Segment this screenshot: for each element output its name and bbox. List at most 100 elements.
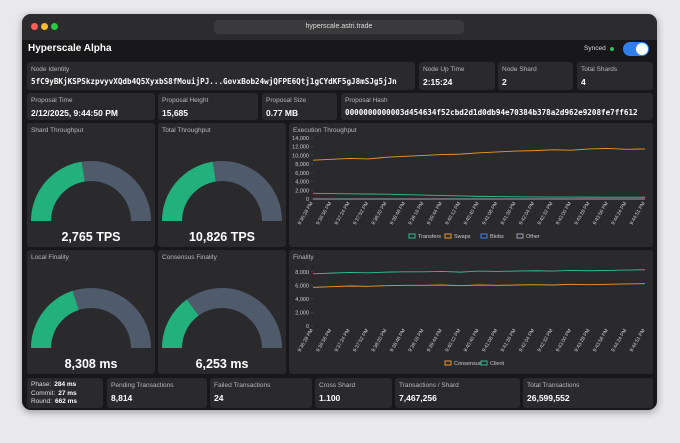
address-bar[interactable]: hyperscale.astri.trade: [214, 20, 464, 34]
info-panel: Proposal Time 2/12/2025, 9:44:50 PM: [27, 93, 155, 120]
info-label: Total Shards: [581, 66, 618, 73]
x-tick-label: 9:40:12 PM: [444, 201, 462, 226]
stat-label: Pending Transactions: [111, 382, 174, 389]
info-panel: Node Shard 2: [498, 62, 573, 90]
gauge: 8,308 ms: [31, 288, 151, 371]
info-value: 4: [581, 77, 586, 87]
x-tick-label: 9:42:04 PM: [518, 201, 536, 226]
info-value: 0.77 MB: [266, 108, 299, 118]
info-label: Node Up Time: [423, 66, 465, 73]
stat-value: 7,467,256: [399, 393, 437, 403]
gauge: 2,765 TPS: [31, 161, 151, 244]
legend-label: Transfers: [418, 234, 441, 240]
info-panel: Proposal Height 15,685: [158, 93, 258, 120]
info-label: Proposal Height: [162, 97, 209, 104]
x-tick-label: 9:42:32 PM: [537, 328, 555, 353]
x-tick-label: 9:37:24 PM: [334, 328, 352, 353]
y-tick-label: 14,000: [292, 136, 309, 142]
y-tick-label: 0: [306, 197, 309, 203]
x-tick-label: 9:44:24 PM: [610, 328, 628, 353]
gauge-panel: Consensus Finality 6,253 ms: [158, 250, 286, 374]
info-label: Proposal Size: [266, 97, 307, 104]
legend-label: Consensus: [454, 361, 482, 367]
info-value: 2:15:24: [423, 77, 453, 87]
chart-panel: Finality 0 2,000 4,000 6,000 8,000 9:36:28 PM 9…: [289, 250, 653, 374]
gauge-panel: Local Finality 8,308 ms: [27, 250, 155, 374]
x-tick-label: 9:38:48 PM: [389, 328, 407, 353]
minimize-button[interactable]: [41, 23, 48, 30]
x-tick-label: 9:42:32 PM: [537, 201, 555, 226]
browser-window: hyperscale.astri.trade Hyperscale Alpha …: [22, 14, 657, 410]
phase-value: 27 ms: [58, 389, 77, 397]
series-line: [312, 269, 646, 275]
info-label: Proposal Time: [31, 97, 73, 104]
x-tick-label: 9:44:51 PM: [629, 201, 647, 226]
url-text: hyperscale.astri.trade: [305, 23, 373, 30]
x-tick-label: 9:37:52 PM: [352, 328, 370, 353]
series-line: [312, 283, 646, 288]
x-tick-label: 9:39:44 PM: [426, 201, 444, 226]
stat-panel: Total Transactions 26,599,552: [523, 378, 653, 408]
browser-toolbar: hyperscale.astri.trade: [22, 14, 657, 40]
gauge-track: [162, 288, 282, 348]
phase-label: Round:: [31, 398, 52, 405]
phase-panel: Phase: 284 ms Commit: 27 ms Round: 662 ms: [27, 378, 103, 408]
info-label: Proposal Hash: [345, 97, 388, 104]
x-tick-label: 9:40:40 PM: [463, 201, 481, 226]
x-tick-label: 9:43:56 PM: [592, 328, 610, 353]
y-tick-label: 0: [306, 324, 309, 330]
y-tick-label: 6,000: [295, 171, 309, 177]
x-tick-label: 9:39:44 PM: [426, 328, 444, 353]
phase-label: Phase:: [31, 381, 52, 388]
gauge-panel: Total Throughput 10,826 TPS: [158, 123, 286, 247]
gauge-value: 2,765 TPS: [61, 230, 120, 244]
stat-value: 26,599,552: [527, 393, 570, 403]
stat-label: Failed Transactions: [214, 382, 271, 389]
x-tick-label: 9:43:28 PM: [573, 201, 591, 226]
y-tick-label: 10,000: [292, 153, 309, 159]
x-tick-label: 9:43:28 PM: [573, 328, 591, 353]
series-line: [312, 192, 646, 198]
close-button[interactable]: [31, 23, 38, 30]
phase-row: Commit: 27 ms: [31, 390, 77, 397]
x-tick-label: 9:38:20 PM: [371, 328, 389, 353]
legend-label: Other: [526, 234, 540, 240]
gauge-value: 10,826 TPS: [189, 230, 255, 244]
x-tick-label: 9:42:04 PM: [518, 328, 536, 353]
gauge: 10,826 TPS: [162, 161, 282, 244]
chart-panel: Execution Throughput 0 2,000 4,000 6,000 8,00…: [289, 123, 653, 247]
gauge-title: Shard Throughput: [31, 127, 84, 134]
x-tick-label: 9:37:52 PM: [352, 201, 370, 226]
zoom-button[interactable]: [51, 23, 58, 30]
stat-value: 24: [214, 393, 224, 403]
sync-toggle[interactable]: [623, 42, 649, 56]
sync-indicator: [610, 47, 614, 51]
x-tick-label: 9:41:36 PM: [500, 328, 518, 353]
x-tick-label: 9:36:56 PM: [315, 328, 333, 353]
gauge-title: Consensus Finality: [162, 254, 217, 261]
info-value: 5fC9yBKjKSPSkzpvyvXQdb4Q5XyxbS8fMouijPJ.…: [31, 77, 397, 86]
info-panel: Total Shards 4: [577, 62, 653, 90]
legend-label: Blobs: [490, 234, 504, 240]
gauge-panel: Shard Throughput 2,765 TPS: [27, 123, 155, 247]
gauge-fill: [162, 299, 199, 348]
info-label: Node Shard: [502, 66, 537, 73]
stat-label: Cross Shard: [319, 382, 356, 389]
gauge-title: Local Finality: [31, 254, 69, 261]
x-tick-label: 9:39:16 PM: [407, 201, 425, 226]
gauge-fill: [162, 161, 216, 221]
info-panel: Proposal Hash 0000000000003d454634f52cbd2…: [341, 93, 653, 120]
stat-label: Total Transactions: [527, 382, 580, 389]
gauge-fill: [31, 290, 79, 348]
stat-label: Transactions / Shard: [399, 382, 459, 389]
y-tick-label: 4,000: [295, 180, 309, 186]
legend-swatch: [516, 233, 524, 239]
x-tick-label: 9:36:28 PM: [297, 328, 315, 353]
x-tick-label: 9:41:08 PM: [481, 328, 499, 353]
phase-value: 284 ms: [54, 381, 77, 388]
x-tick-label: 9:36:56 PM: [315, 201, 333, 226]
phase-row: Phase: 284 ms: [31, 381, 76, 388]
stat-panel: Cross Shard 1.100: [315, 378, 392, 408]
legend-label: Client: [490, 361, 505, 367]
